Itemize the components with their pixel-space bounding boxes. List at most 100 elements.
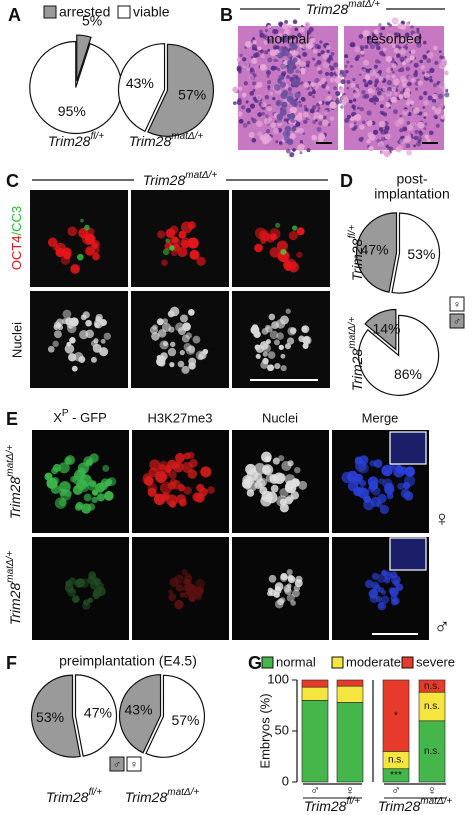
- cell: [298, 103, 303, 108]
- cell: [168, 326, 175, 333]
- cell: [277, 598, 285, 606]
- pie-slice: [391, 212, 441, 294]
- cell: [300, 96, 305, 101]
- cell: [378, 587, 385, 594]
- cell: [389, 587, 399, 597]
- cell: [414, 129, 419, 135]
- bar-segment: [418, 679, 446, 693]
- cell: [236, 66, 242, 72]
- cell: [267, 87, 271, 91]
- cell: [102, 464, 110, 472]
- cell: [357, 106, 360, 110]
- cell: [325, 86, 330, 90]
- cell: [265, 70, 271, 76]
- cell: [378, 38, 383, 43]
- cell: [280, 572, 288, 581]
- cell: [188, 309, 195, 316]
- micrograph: [232, 190, 330, 287]
- cell: [298, 335, 305, 343]
- cell: [243, 81, 248, 86]
- cell: [295, 75, 299, 79]
- cell: [379, 110, 384, 115]
- label-base: Trim28: [46, 789, 89, 805]
- cell: [431, 102, 437, 107]
- legend-swatch: [117, 5, 131, 19]
- cell: [396, 53, 401, 58]
- cell: [280, 353, 286, 359]
- cell: [276, 332, 284, 340]
- cell: [277, 473, 286, 482]
- cell: [366, 35, 372, 41]
- panel-letter: D: [340, 171, 353, 191]
- cell: [200, 466, 212, 478]
- chart-title: implantation: [374, 186, 450, 202]
- cell: [388, 39, 395, 46]
- cell: [393, 109, 398, 115]
- cell: [267, 24, 272, 29]
- cell: [58, 462, 70, 474]
- cell: [64, 456, 72, 465]
- cell: [432, 93, 438, 100]
- cell: [401, 78, 408, 85]
- cell: [338, 87, 346, 94]
- cell: [149, 326, 158, 335]
- cell: [272, 28, 276, 33]
- panel-letter: E: [6, 409, 18, 429]
- cell: [254, 48, 258, 51]
- cell: [325, 96, 332, 102]
- cell: [330, 52, 335, 56]
- cell: [288, 60, 296, 68]
- cell: [303, 82, 310, 88]
- cell: [373, 95, 377, 100]
- micrograph: [131, 190, 229, 287]
- cell: [187, 221, 196, 230]
- cell: [282, 33, 289, 40]
- cell: [284, 19, 289, 25]
- cell: [60, 255, 71, 265]
- cell: [409, 55, 415, 61]
- label-sup: P: [62, 408, 69, 419]
- cell: [362, 94, 367, 99]
- cell: [374, 42, 379, 47]
- cell: [292, 148, 296, 152]
- cell: [275, 99, 283, 107]
- cell: [402, 108, 409, 116]
- cell: [280, 365, 287, 372]
- cell: [311, 95, 316, 99]
- cell: [384, 577, 391, 584]
- cell: [251, 324, 259, 331]
- cell: [188, 585, 199, 596]
- label-sup: matΔ/+: [5, 445, 16, 477]
- cell: [258, 230, 270, 242]
- cell: [384, 484, 395, 495]
- cell: [262, 351, 268, 357]
- cell: [264, 28, 269, 33]
- cell: [94, 322, 100, 328]
- cell: [292, 589, 300, 598]
- cell: [443, 70, 449, 76]
- cell: [278, 21, 283, 27]
- cell: [248, 74, 255, 81]
- cell: [275, 45, 280, 50]
- cell: [344, 54, 349, 59]
- pie-value-label: 43%: [125, 701, 153, 717]
- cell: [70, 264, 80, 274]
- cell: [185, 345, 196, 355]
- cell: [314, 77, 320, 84]
- cell: [332, 104, 337, 110]
- cell: [392, 597, 400, 605]
- cell: [85, 329, 95, 339]
- cell: [336, 97, 340, 101]
- cell: [350, 82, 356, 88]
- cell: [356, 54, 361, 59]
- cell: [346, 60, 350, 64]
- cell: [160, 352, 168, 360]
- cell: [424, 72, 430, 78]
- label-base: Trim28: [304, 798, 347, 814]
- cell: [381, 595, 390, 604]
- cell: [316, 126, 322, 132]
- cell: [92, 343, 102, 353]
- cell: [179, 350, 185, 356]
- cell: [270, 65, 276, 71]
- cell: [410, 49, 416, 55]
